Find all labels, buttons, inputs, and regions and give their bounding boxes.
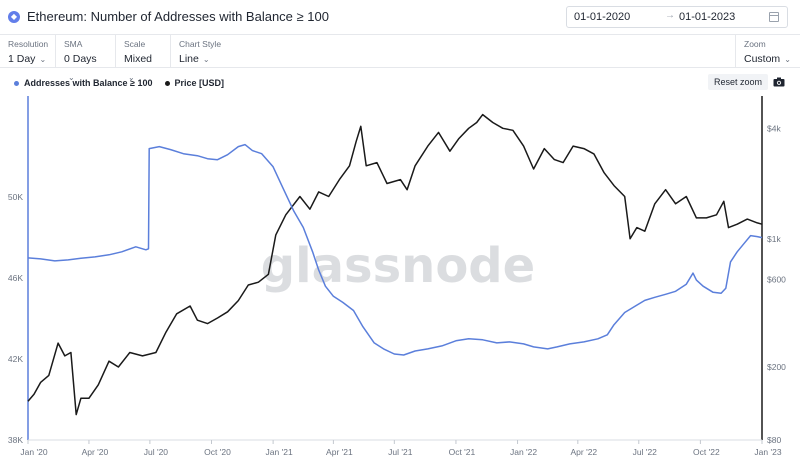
camera-icon[interactable] xyxy=(773,77,785,87)
scale-label: Scale xyxy=(124,39,146,49)
sma-label: SMA xyxy=(64,39,83,49)
x-tick-label: Jan '21 xyxy=(266,447,293,457)
chart-legend: Addresses with Balance ≥ 100 Price [USD] xyxy=(14,78,236,88)
x-tick-label: Jul '22 xyxy=(633,447,658,457)
zoom-select[interactable]: Zoom Custom ⌄ xyxy=(735,35,800,68)
resolution-value: 1 Day xyxy=(8,53,36,65)
series-line-addresses xyxy=(27,143,763,356)
date-range-picker[interactable]: 01-01-2020 → 01-01-2023 xyxy=(566,6,788,28)
x-tick-label: Oct '22 xyxy=(693,447,720,457)
chevron-down-icon: ⌄ xyxy=(784,55,791,64)
x-tick-label: Jul '21 xyxy=(388,447,413,457)
sma-value: 0 Days xyxy=(64,53,97,65)
right-axis-ticks: $80 $200 $600 $1k $4k xyxy=(767,123,786,445)
ethereum-icon: ◆ xyxy=(8,10,20,23)
title-wrap: ◆ Ethereum: Number of Addresses with Bal… xyxy=(8,9,329,24)
resolution-select[interactable]: Resolution 1 Day ⌄ xyxy=(0,35,56,68)
calendar-icon[interactable] xyxy=(769,12,779,22)
x-axis-ticks: Jan '20 Apr '20 Jul '20 Oct '20 Jan '21 Apr '… xyxy=(20,440,782,457)
legend-label-price: Price [USD] xyxy=(174,78,225,88)
page-title: Ethereum: Number of Addresses with Balan… xyxy=(27,9,329,24)
legend-dot-price xyxy=(164,80,170,86)
legend-item-price[interactable]: Price [USD] xyxy=(164,78,225,88)
chart-style-value: Line xyxy=(179,53,199,65)
legend-label-addresses: Addresses with Balance ≥ 100 xyxy=(24,78,153,88)
right-tick-label: $4k xyxy=(767,123,781,133)
chevron-down-icon: ⌄ xyxy=(39,55,47,64)
x-tick-label: Jan '23 xyxy=(754,447,781,457)
arrow-right-icon: → xyxy=(665,10,675,21)
scale-select[interactable]: Scale Mixed ⌄ xyxy=(116,35,171,82)
x-tick-label: Apr '21 xyxy=(326,447,353,457)
x-tick-label: Jul '20 xyxy=(144,447,169,457)
chevron-down-icon: ⌄ xyxy=(202,55,210,64)
chart-style-select[interactable]: Chart Style Line ⌄ xyxy=(171,35,231,68)
left-tick-label: 38K xyxy=(8,435,23,445)
scale-value: Mixed xyxy=(124,53,153,65)
reset-zoom-button[interactable]: Reset zoom xyxy=(708,74,768,90)
left-axis-ticks: 38K 42K 46K 50K xyxy=(8,192,23,445)
legend-item-addresses[interactable]: Addresses with Balance ≥ 100 xyxy=(14,78,153,88)
date-start-field[interactable]: 01-01-2020 xyxy=(574,11,631,23)
left-tick-label: 46K xyxy=(8,273,23,283)
chart-header: ◆ Ethereum: Number of Addresses with Bal… xyxy=(0,0,800,34)
chart-style-label: Chart Style xyxy=(179,39,222,49)
left-tick-label: 50K xyxy=(8,192,23,202)
right-tick-label: $1k xyxy=(767,234,781,244)
zoom-value: Custom xyxy=(744,53,781,65)
x-tick-label: Jan '22 xyxy=(510,447,537,457)
x-tick-label: Apr '22 xyxy=(570,447,597,457)
x-tick-label: Oct '21 xyxy=(449,447,476,457)
watermark-text: glassnode xyxy=(261,238,535,294)
resolution-label: Resolution xyxy=(8,39,49,49)
left-tick-label: 42K xyxy=(8,354,23,364)
right-tick-label: $80 xyxy=(767,435,781,445)
right-tick-label: $600 xyxy=(767,274,786,284)
date-end-field[interactable]: 01-01-2023 xyxy=(679,11,736,23)
chevron-down-icon: ⌄ xyxy=(68,73,75,82)
x-tick-label: Oct '20 xyxy=(204,447,231,457)
right-tick-label: $200 xyxy=(767,362,786,372)
legend-dot-addresses xyxy=(14,80,19,86)
x-tick-label: Apr '20 xyxy=(82,447,109,457)
chevron-down-icon: ⌄ xyxy=(128,73,135,82)
series-line-price xyxy=(27,113,763,416)
chart-toolbar: Resolution 1 Day ⌄ SMA 0 Days⌄ Scale Mixe… xyxy=(0,34,800,82)
sma-select[interactable]: SMA 0 Days ⌄ xyxy=(56,35,116,82)
x-tick-label: Jan '20 xyxy=(20,447,47,457)
zoom-label: Zoom xyxy=(744,39,766,49)
